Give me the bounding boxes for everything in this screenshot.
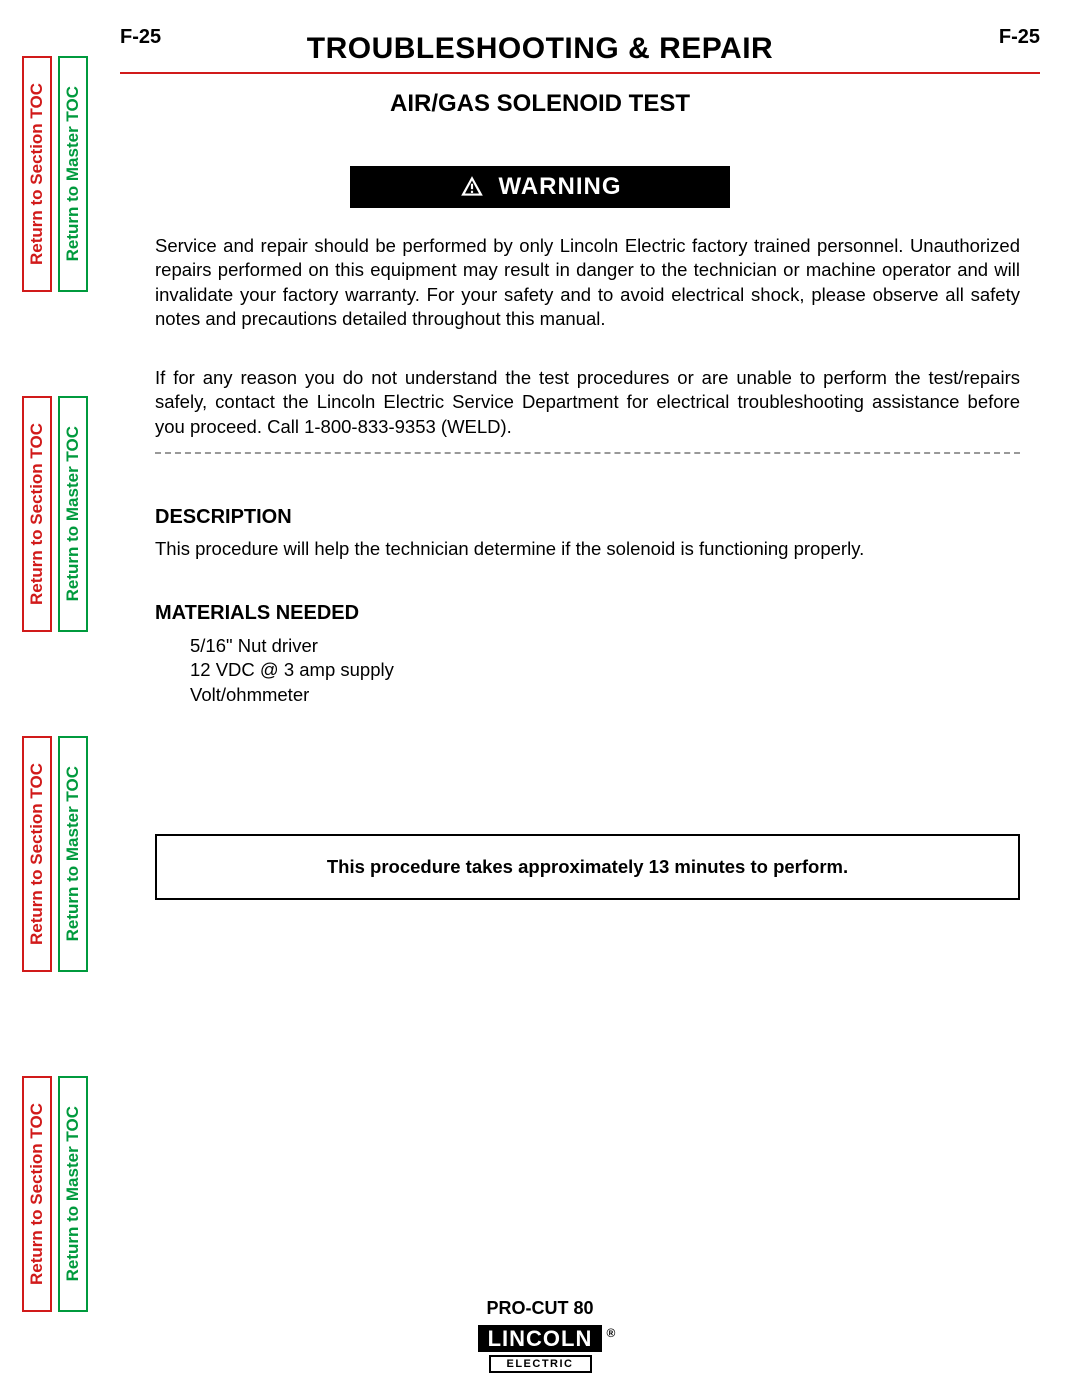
tab-label: Return to Master TOC xyxy=(63,766,83,941)
warning-triangle-icon xyxy=(459,174,485,200)
registered-mark: ® xyxy=(607,1327,617,1339)
section-title: TROUBLESHOOTING & REPAIR xyxy=(0,32,1080,66)
warning-paragraph-1: Service and repair should be performed b… xyxy=(155,234,1020,332)
page-footer: PRO-CUT 80 LINCOLN ® ELECTRIC xyxy=(0,1298,1080,1373)
return-section-toc-link[interactable]: Return to Section TOC xyxy=(22,396,52,632)
header-rule xyxy=(120,72,1040,74)
materials-list: 5/16" Nut driver 12 VDC @ 3 amp supply V… xyxy=(190,634,394,707)
logo-sub-text: ELECTRIC xyxy=(489,1355,592,1373)
divider-dashed xyxy=(155,452,1020,454)
tab-label: Return to Master TOC xyxy=(63,426,83,601)
warning-label: WARNING xyxy=(499,173,622,201)
return-section-toc-link[interactable]: Return to Section TOC xyxy=(22,736,52,972)
material-item: Volt/ohmmeter xyxy=(190,683,394,707)
return-section-toc-link[interactable]: Return to Section TOC xyxy=(22,1076,52,1312)
test-title: AIR/GAS SOLENOID TEST xyxy=(0,90,1080,118)
return-master-toc-link[interactable]: Return to Master TOC xyxy=(58,736,88,972)
description-heading: DESCRIPTION xyxy=(155,506,292,529)
description-text: This procedure will help the technician … xyxy=(155,538,1020,560)
lincoln-logo: LINCOLN ® xyxy=(478,1325,603,1352)
tab-label: Return to Section TOC xyxy=(27,763,47,945)
return-master-toc-link[interactable]: Return to Master TOC xyxy=(58,1076,88,1312)
warning-paragraph-2: If for any reason you do not understand … xyxy=(155,366,1020,439)
material-item: 12 VDC @ 3 amp supply xyxy=(190,658,394,682)
manual-page: Return to Section TOC Return to Master T… xyxy=(0,0,1080,1397)
tab-label: Return to Section TOC xyxy=(27,1103,47,1285)
time-estimate-box: This procedure takes approximately 13 mi… xyxy=(155,834,1020,900)
material-item: 5/16" Nut driver xyxy=(190,634,394,658)
logo-main-text: LINCOLN ® xyxy=(478,1325,603,1352)
warning-banner: WARNING xyxy=(350,166,730,208)
footer-model: PRO-CUT 80 xyxy=(486,1298,593,1319)
tab-label: Return to Master TOC xyxy=(63,1106,83,1281)
materials-heading: MATERIALS NEEDED xyxy=(155,602,359,625)
logo-main-label: LINCOLN xyxy=(488,1326,593,1351)
tab-label: Return to Section TOC xyxy=(27,423,47,605)
return-master-toc-link[interactable]: Return to Master TOC xyxy=(58,396,88,632)
